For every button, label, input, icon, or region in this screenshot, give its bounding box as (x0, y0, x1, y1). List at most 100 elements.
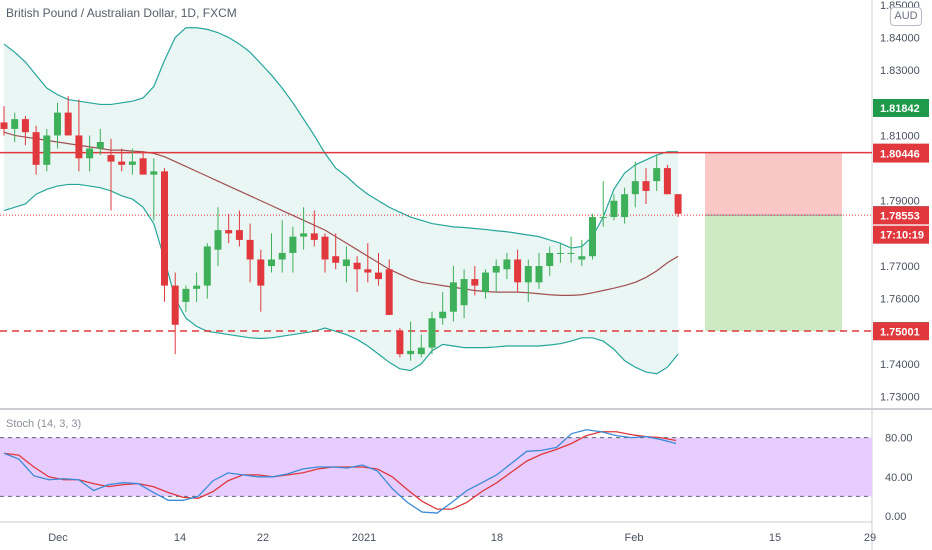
candle-body (289, 236, 297, 253)
candle-body (417, 347, 425, 355)
price-tag-label: 1.78553 (880, 210, 920, 222)
candle-body (75, 135, 83, 159)
candle-body (310, 233, 318, 240)
candle-body (235, 230, 243, 240)
candle-body (535, 266, 543, 283)
candle-body (54, 112, 61, 136)
price-tag-label: 17:10:19 (880, 230, 924, 242)
oscillator-title: Stoch (14, 3, 3) (6, 418, 82, 430)
candle-body (621, 194, 629, 218)
candle-body (268, 259, 275, 267)
candle-body (674, 194, 682, 214)
candle-body (449, 282, 457, 312)
price-tag (873, 98, 929, 117)
price-tick-label: 1.79000 (880, 196, 920, 208)
price-tick-label: 1.83000 (880, 65, 920, 77)
price-tag (873, 322, 929, 341)
time-tick-label: 29 (864, 532, 876, 544)
candle-body (375, 272, 382, 280)
price-tag-label: 1.81842 (880, 103, 920, 115)
price-tag-label: 1.80446 (880, 149, 920, 161)
stoch-tick-label: 0.00 (885, 511, 906, 523)
candle-body (128, 161, 136, 165)
bollinger-upper (3, 27, 679, 249)
candle-body (610, 200, 618, 218)
candle-body (599, 217, 607, 219)
time-tick-label: 2021 (352, 532, 376, 544)
bollinger-lower (3, 183, 679, 375)
candle-body (96, 141, 104, 149)
candle-body (439, 311, 447, 319)
candle-body (364, 269, 372, 273)
candle-body (139, 158, 147, 175)
candle-body (11, 119, 19, 129)
candle-body (342, 259, 350, 267)
target-zone (705, 215, 842, 332)
price-tag (873, 206, 929, 225)
candle-body (589, 217, 596, 257)
price-tick-label: 1.73000 (880, 392, 920, 404)
candle-body (161, 171, 168, 286)
currency-badge[interactable]: AUD (890, 7, 922, 26)
candle-body (214, 230, 222, 250)
candle-body (21, 119, 29, 133)
stoch-tick-label: 80.00 (885, 433, 913, 445)
candle-body (631, 181, 639, 195)
candle-body (300, 233, 308, 237)
price-tag (873, 225, 929, 244)
candle-body (150, 171, 158, 175)
candle-body (43, 135, 51, 165)
candle-body (578, 256, 586, 260)
candle-body (567, 252, 575, 254)
candle-body (503, 259, 511, 270)
price-tick-label: 1.74000 (880, 359, 920, 371)
candle-body (653, 168, 661, 182)
chart-title: British Pound / Australian Dollar, 1D, F… (6, 6, 237, 20)
candle-body (246, 239, 254, 260)
candle-body (556, 252, 564, 254)
candle-body (64, 112, 72, 136)
stop-zone (705, 152, 842, 216)
candle-body (546, 252, 554, 267)
candle-body (86, 148, 94, 159)
candle-body (460, 279, 468, 306)
candle-body (353, 262, 361, 270)
time-tick-label: Dec (48, 532, 68, 544)
candle-body (182, 288, 190, 302)
candle-body (492, 266, 500, 273)
price-tick-label: 1.84000 (880, 33, 920, 45)
candle-body (642, 181, 650, 191)
candle-body (407, 350, 415, 355)
candle-body (107, 155, 115, 162)
candle-body (193, 285, 201, 289)
candle-body (0, 122, 8, 129)
candle-body (321, 236, 329, 260)
time-tick-label: 22 (257, 532, 269, 544)
candle-body (32, 132, 40, 165)
price-tick-label: 1.81000 (880, 130, 920, 142)
candle-body (118, 161, 126, 165)
stoch-band-fill (0, 437, 872, 497)
price-tick-label: 1.77000 (880, 261, 920, 273)
price-tag-label: 1.75001 (880, 326, 920, 338)
time-tick-label: 14 (174, 532, 186, 544)
stoch-k-line (3, 429, 677, 514)
time-tick-label: Feb (625, 532, 644, 544)
price-tick-label: 1.85000 (880, 0, 920, 12)
stoch-tick-label: 40.00 (885, 472, 913, 484)
candle-body (524, 266, 532, 283)
candle-body (278, 252, 286, 260)
candle-body (332, 256, 340, 263)
candle-body (225, 230, 233, 234)
candle-body (385, 269, 393, 315)
candle-body (514, 259, 522, 283)
candle-body (428, 318, 436, 348)
time-tick-label: 18 (491, 532, 503, 544)
candle-body (482, 272, 489, 293)
candle-body (257, 259, 265, 286)
candle-body (396, 331, 404, 355)
candle-body (471, 279, 479, 286)
candle-body (171, 285, 179, 325)
candle-body (203, 246, 211, 286)
